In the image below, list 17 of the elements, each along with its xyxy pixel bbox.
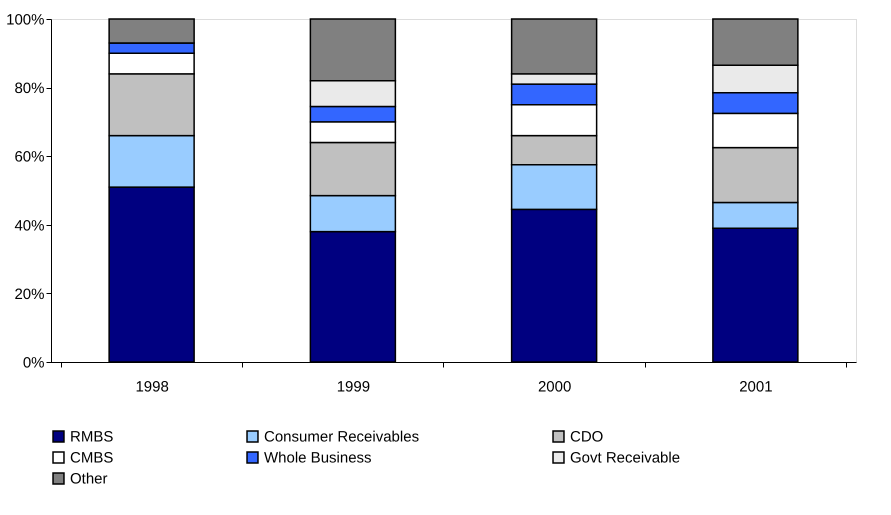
legend-label: Whole Business: [264, 450, 372, 466]
x-tick-label: 1999: [336, 378, 370, 396]
x-tick-label: 2001: [739, 378, 773, 396]
y-tick-label: 80%: [14, 80, 44, 98]
legend-label: Govt Receivable: [570, 450, 680, 466]
legend-label: CDO: [570, 428, 604, 446]
legend-label: Consumer Receivables: [264, 428, 420, 446]
y-tick-label: 0%: [22, 354, 44, 372]
x-tick-label: 1998: [135, 378, 169, 396]
y-tick-label: 60%: [14, 148, 44, 166]
y-tick-label: 20%: [14, 286, 44, 303]
x-tick-label: 2000: [538, 378, 572, 396]
y-tick-label: 40%: [14, 217, 44, 234]
legend-label: Other: [70, 470, 108, 488]
legend-label: CMBS: [70, 450, 114, 466]
y-tick-label: 100%: [6, 12, 44, 28]
legend-label: RMBS: [70, 428, 114, 446]
